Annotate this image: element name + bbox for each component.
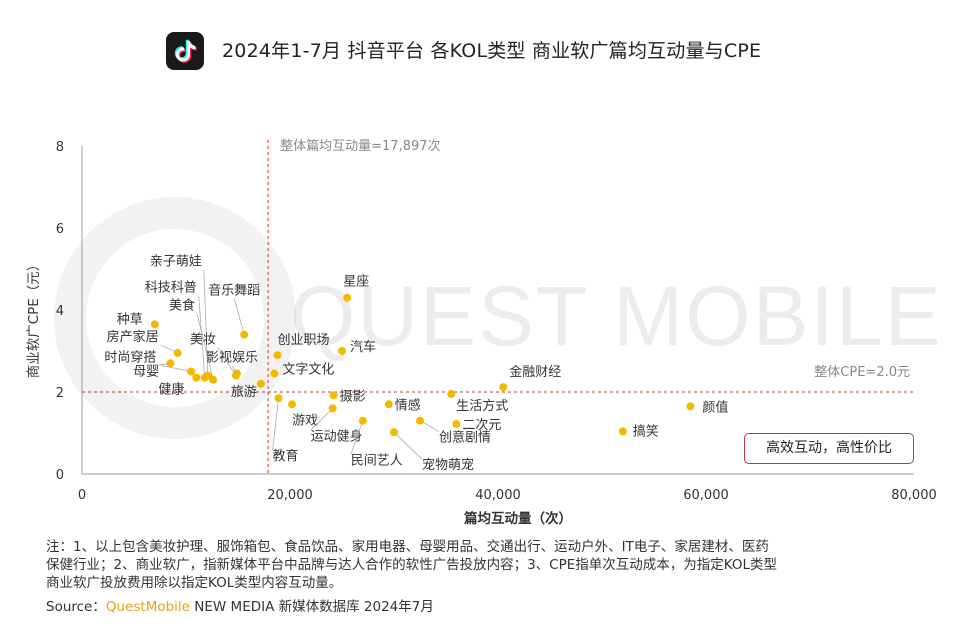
y-tick-label: 8 (56, 140, 64, 155)
watermark-ring (54, 197, 296, 439)
data-point (686, 402, 695, 411)
ref-line-vertical-label: 整体篇均互动量=17,897次 (280, 138, 440, 154)
data-point (384, 400, 393, 409)
data-point-label: 健康 (158, 382, 184, 398)
leader-line (393, 431, 423, 460)
data-point-label: 星座 (343, 275, 369, 290)
data-point (270, 369, 279, 378)
data-point-label: 房产家居 (107, 329, 159, 345)
x-tick-label: 0 (78, 488, 86, 503)
source-brand: QuestMobile (105, 599, 190, 615)
leader-line (217, 347, 237, 376)
leader-line (198, 295, 206, 378)
data-point-label: 教育 (273, 448, 299, 464)
data-point-label: 颜值 (702, 399, 728, 415)
x-tick-label: 40,000 (475, 488, 521, 503)
data-point-label: 美妆 (190, 333, 216, 348)
ref-line-horizontal-label: 整体CPE=2.0元 (814, 365, 910, 380)
footnote-line: 注：1、以上包含美妆护理、服饰箱包、食品饮品、家用电器、母婴用品、交通出行、运动… (46, 539, 769, 555)
data-point (499, 383, 508, 392)
data-point (232, 369, 241, 378)
data-point-label: 创意剧情 (439, 430, 491, 446)
leader-line (310, 408, 333, 431)
leader-line (203, 269, 209, 376)
data-point-label: 亲子萌娃 (150, 255, 202, 270)
douyin-logo-icon (166, 32, 204, 70)
data-point-label: 音乐舞蹈 (208, 283, 260, 299)
data-point-label: 美食 (169, 298, 195, 314)
footnote-line: 商业软广投放费用除以指定KOL类型内容互动量。 (46, 575, 343, 591)
header: 2024年1-7月 抖音平台 各KOL类型 商业软广篇均互动量与CPE (0, 30, 960, 74)
data-point-label: 情感 (395, 397, 421, 413)
data-point (273, 351, 282, 360)
data-point-label: 时尚穿搭 (104, 349, 156, 365)
data-point (200, 373, 209, 382)
data-point (338, 347, 346, 355)
data-point (256, 379, 265, 388)
data-point-label: 摄影 (340, 389, 366, 404)
source-line: Source：QuestMobile NEW MEDIA 新媒体数据库 2024… (46, 595, 434, 615)
data-point-label: 种草 (117, 312, 143, 327)
data-point-label: 母婴 (133, 365, 159, 380)
x-tick-label: 20,000 (267, 488, 313, 503)
data-point (173, 349, 182, 358)
watermark (54, 197, 296, 439)
data-point (187, 367, 196, 376)
data-point-label: 影视娱乐 (206, 351, 258, 366)
data-point (150, 320, 159, 329)
y-tick-label: 0 (56, 468, 64, 483)
data-point (288, 400, 297, 409)
leader-line (350, 420, 364, 455)
y-tick-label: 4 (56, 304, 64, 319)
data-point-label: 汽车 (350, 339, 376, 355)
data-point (343, 293, 352, 302)
x-axis-title: 篇均互动量（次） (463, 510, 572, 527)
callout-annotation: 高效互动，高性价比 (744, 433, 914, 464)
data-point-label: 创业职场 (278, 333, 330, 348)
data-point (452, 419, 461, 428)
source-rest: NEW MEDIA 新媒体数据库 2024年7月 (189, 599, 434, 615)
data-point (447, 390, 456, 399)
y-tick-label: 6 (56, 222, 64, 237)
y-tick-label: 2 (56, 386, 64, 401)
chart-title: 2024年1-7月 抖音平台 各KOL类型 商业软广篇均互动量与CPE (222, 40, 762, 62)
x-tick-label: 60,000 (683, 488, 729, 503)
data-point-label: 文字文化 (282, 363, 334, 378)
data-point (166, 359, 175, 368)
watermark-text: QUEST MOBILE (290, 269, 943, 363)
x-tick-label: 80,000 (891, 488, 937, 503)
data-point-label: 民间艺人 (351, 454, 403, 469)
data-point (358, 416, 367, 425)
data-point (274, 394, 283, 403)
data-point (328, 404, 337, 413)
data-point (618, 427, 627, 436)
leader-line (161, 365, 192, 372)
footnote-line: 保健行业；2、商业软广，指新媒体平台中品牌与达人合作的软性广告投放内容；3、CP… (46, 557, 778, 573)
data-point (192, 373, 201, 382)
leader-line (196, 313, 214, 380)
data-point-label: 科技科普 (145, 281, 197, 296)
scatter-chart: QUEST MOBILE 0 20,000 40,000 60,000 80,000 0 2 4… (26, 138, 943, 527)
data-point-label: 金融财经 (509, 364, 561, 380)
data-point-label: 二次元 (462, 417, 501, 433)
data-point (390, 428, 398, 437)
data-point (329, 391, 338, 400)
data-point (240, 330, 249, 339)
data-point-label: 搞笑 (633, 423, 659, 439)
leader-line (272, 398, 279, 451)
data-point-label: 宠物萌宠 (422, 457, 474, 473)
source-prefix: Source： (46, 599, 106, 615)
footnotes: 注：1、以上包含美妆护理、服饰箱包、食品饮品、家用电器、母婴用品、交通出行、运动… (46, 538, 926, 592)
y-axis-title: 商业软广CPE（元） (26, 258, 42, 379)
data-point (416, 416, 424, 425)
leader-line (233, 298, 245, 335)
data-point-label: 生活方式 (456, 398, 508, 414)
data-point-label: 旅游 (231, 385, 257, 400)
data-point-label: 游戏 (292, 413, 318, 428)
data-point-label: 运动健身 (311, 428, 363, 444)
data-point (209, 375, 218, 384)
